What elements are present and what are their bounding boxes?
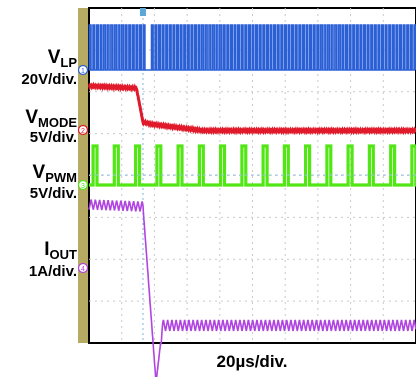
channel-marker-label: 4: [81, 266, 85, 273]
traces: [87, 24, 416, 377]
channel-marker-circle: [77, 262, 89, 274]
trigger-marker: [139, 8, 146, 16]
channel-3-scale: 5V/div.: [29, 185, 77, 202]
channel-marker-circle: [77, 64, 89, 76]
channel-2-name: VMODE: [25, 107, 77, 130]
trace-iout: [88, 199, 416, 377]
channel-4-name: IOUT: [44, 239, 77, 262]
channel-1-name: VLP: [47, 47, 77, 70]
x-axis-label: 20µs/div.: [216, 352, 288, 371]
channel-marker-strip: [78, 8, 89, 343]
channel-2-scale: 5V/div.: [29, 129, 77, 146]
channel-marker-label: 3: [81, 183, 85, 190]
channel-marker-label: 2: [81, 128, 85, 135]
channel-marker-1: 1: [77, 64, 89, 76]
channel-marker-4: 4: [77, 262, 89, 274]
channel-marker-3: 3: [77, 179, 89, 191]
channel-3-name: VPWM: [32, 162, 77, 185]
channel-1-scale: 20V/div.: [21, 71, 77, 88]
channel-marker-circle: [77, 179, 89, 191]
channel-markers: 1 2 3 4: [77, 64, 89, 274]
channel-marker-label: 1: [81, 68, 85, 75]
channel-4-scale: 1A/div.: [28, 263, 77, 280]
trace-vlp: [88, 24, 416, 71]
trace-vmode: [87, 81, 416, 136]
channel-marker-2: 2: [77, 124, 89, 136]
channel-marker-circle: [77, 124, 89, 136]
trace-vpwm: [89, 144, 416, 187]
